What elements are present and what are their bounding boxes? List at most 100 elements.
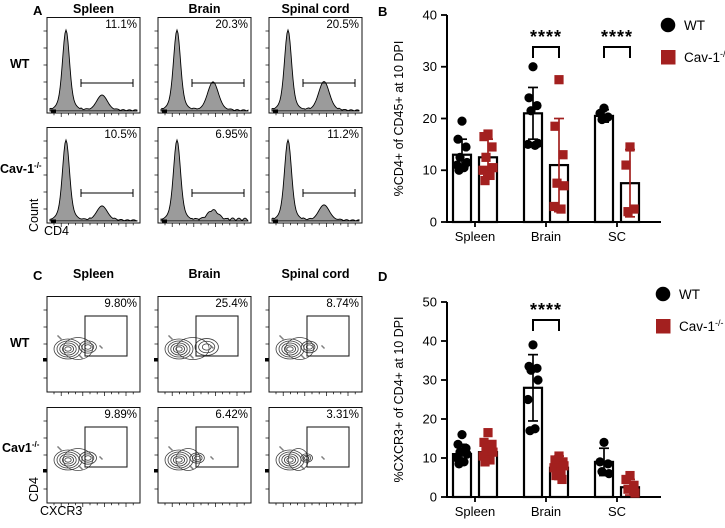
scatter-speckle: [101, 347, 103, 349]
contour-ring: [62, 337, 93, 360]
flow-plot-canvas: [154, 127, 252, 227]
panel-a-row-label-wt: WT: [10, 57, 30, 72]
flow-histogram-brain-cav1: 6.95%: [153, 127, 252, 230]
data-point-cav1: [623, 207, 633, 217]
gate-percentage: 20.3%: [215, 19, 248, 31]
panel-c-row-label-cav1: Cav1-/-: [2, 440, 40, 456]
scatter-speckle: [80, 467, 82, 469]
contour-ring: [286, 457, 294, 463]
scatter-speckle: [190, 355, 192, 357]
data-point-wt: [597, 467, 607, 477]
y-tick-label: 50: [423, 294, 437, 309]
y-tick-label: 30: [423, 372, 437, 387]
contour-ring: [61, 344, 74, 354]
scatter-speckle: [169, 336, 171, 338]
scatter-speckle: [210, 456, 212, 458]
plot-border: [46, 296, 141, 393]
histogram-curve: [271, 138, 360, 222]
gate-box: [306, 426, 350, 468]
scatter-speckle: [192, 357, 194, 359]
contour-ring: [84, 455, 92, 461]
scatter-speckle: [171, 338, 173, 340]
gate-percentage: 3.31%: [326, 409, 359, 421]
significance-bracket: [532, 46, 560, 58]
data-point-cav1: [623, 484, 633, 494]
panel-c-x-axis-label: CXCR3: [40, 504, 83, 518]
contour-ring: [164, 338, 194, 360]
scatter-speckle: [322, 457, 324, 459]
scatter-speckle: [211, 457, 213, 459]
data-point-cav1: [487, 439, 497, 449]
data-point-cav1: [478, 451, 488, 461]
flow-contour-spleen-cav1: 9.89%: [42, 407, 141, 510]
data-point-wt: [453, 439, 463, 449]
legend-wt-label: WT: [679, 287, 700, 302]
data-point-cav1: [556, 467, 566, 477]
data-point-cav1: [621, 160, 631, 170]
data-point-wt: [528, 62, 538, 72]
data-point-wt: [525, 426, 535, 436]
data-point-wt: [461, 142, 471, 152]
contour-ring: [81, 342, 95, 352]
gate-percentage: 11.1%: [105, 19, 137, 31]
histogram-curve: [271, 28, 360, 112]
contour-ring: [194, 338, 219, 356]
data-point-cav1: [630, 488, 640, 498]
data-point-wt: [524, 93, 534, 103]
axis-population-mark: [273, 109, 278, 113]
contour-ring: [275, 338, 305, 360]
histogram-curve: [49, 138, 138, 222]
gate-box: [195, 315, 239, 357]
flow-plot-canvas: [43, 127, 141, 227]
flow-contour-spinalcord-wt: 8.74%: [264, 296, 363, 399]
scatter-speckle: [301, 355, 303, 357]
y-tick-label: 10: [423, 450, 437, 465]
scatter-speckle: [79, 466, 81, 468]
flow-histogram-brain-wt: 20.3%: [153, 17, 252, 120]
plot-border: [268, 296, 363, 393]
flow-plot-canvas: [154, 17, 252, 117]
scatter-speckle: [101, 458, 103, 460]
scatter-speckle: [279, 335, 281, 337]
flow-plot-canvas: [265, 127, 363, 227]
y-tick-label: 40: [423, 333, 437, 348]
gate-percentage: 11.2%: [327, 129, 359, 141]
scatter-speckle: [321, 345, 323, 347]
legend-wt-marker: [655, 286, 671, 302]
panel-c-header-brain: Brain: [188, 267, 221, 281]
data-point-cav1: [625, 142, 635, 152]
data-point-wt: [603, 459, 613, 469]
contour-ring: [285, 337, 314, 360]
gate-percentage: 6.95%: [215, 129, 248, 141]
scatter-speckle: [59, 448, 61, 450]
contour-ring: [189, 452, 205, 464]
legend-cav1-label: Cav-1-/-: [679, 318, 724, 334]
data-point-wt: [530, 140, 540, 151]
panel-d-letter: D: [378, 269, 388, 284]
scatter-speckle: [57, 446, 59, 448]
contour-ring: [172, 455, 185, 465]
scatter-speckle: [190, 466, 192, 468]
scatter-speckle: [281, 337, 283, 339]
contour-ring: [175, 457, 183, 463]
scatter-speckle: [58, 447, 60, 449]
data-point-wt: [532, 100, 542, 111]
contour-ring: [305, 344, 313, 350]
scatter-speckle: [59, 337, 61, 339]
contour-ring: [281, 342, 299, 356]
data-point-wt: [599, 437, 609, 447]
data-point-cav1: [557, 474, 567, 485]
histogram-curve: [160, 28, 249, 112]
data-point-wt: [453, 134, 463, 144]
scatter-speckle: [191, 467, 193, 469]
panel-a-letter: A: [33, 3, 43, 18]
x-category-label: Brain: [531, 229, 561, 244]
contour-ring: [62, 448, 94, 471]
data-point-wt: [595, 457, 605, 467]
contour-ring: [170, 453, 188, 467]
scatter-speckle: [99, 456, 101, 458]
gate-percentage: 9.89%: [104, 409, 137, 421]
scatter-speckle: [282, 449, 284, 451]
data-point-cav1: [556, 204, 566, 214]
contour-ring: [167, 340, 191, 358]
